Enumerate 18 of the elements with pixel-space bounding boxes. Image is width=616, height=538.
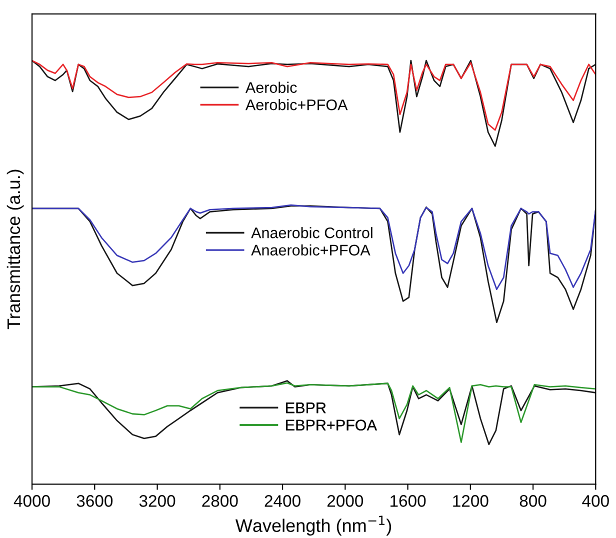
x-tick-label: 400 (582, 495, 609, 507)
x-tick-label: 1600 (390, 495, 426, 507)
legend-label: Anaerobic Control (251, 227, 372, 238)
legend-label: Anaerobic+PFOA (251, 244, 370, 256)
legend-label: EBPR+PFOA (286, 420, 377, 431)
x-tick-label: 4000 (14, 495, 50, 507)
x-axis-title: Wavelength (nm$^{−1}$) (235, 516, 392, 536)
legend-label: EBPR (286, 402, 326, 414)
x-tick-label: 3200 (139, 495, 176, 507)
x-tick-label: 800 (520, 495, 546, 507)
legend-label: Aerobic+PFOA (245, 99, 348, 110)
x-tick-label: 3600 (76, 495, 113, 507)
x-tick-label: 1200 (453, 495, 488, 507)
x-tick-label: 2000 (327, 495, 364, 507)
x-tick-label: 2400 (264, 495, 300, 507)
y-axis-title: Transmittance (a.u.) (6, 170, 24, 330)
legend-label: Aerobic (245, 82, 297, 93)
x-tick-label: 2800 (202, 495, 238, 507)
